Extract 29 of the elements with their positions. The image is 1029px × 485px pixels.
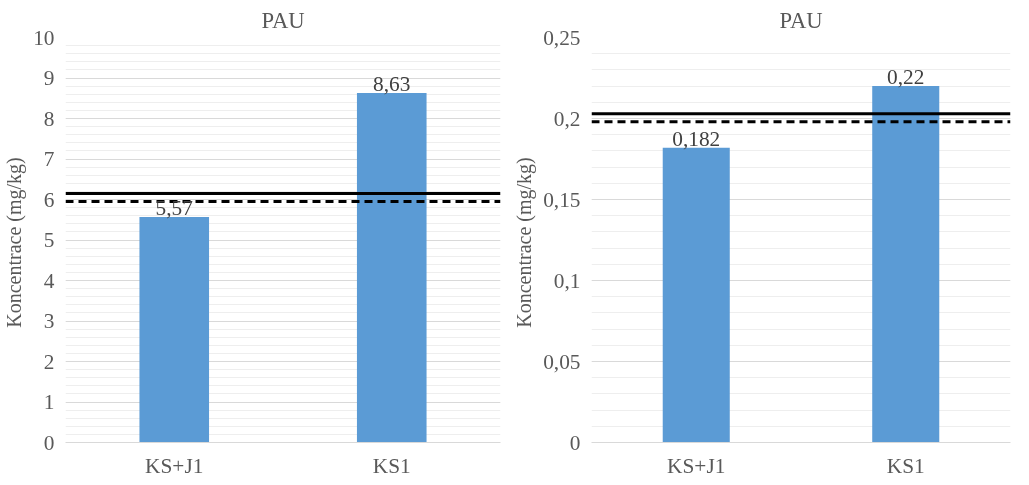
y-tick-label: 6: [43, 187, 55, 212]
y-tick-label: 10: [33, 25, 55, 50]
y-tick-label: 0,05: [543, 349, 581, 374]
y-tick-label: 0,25: [543, 25, 581, 50]
y-tick-label: 0,1: [553, 268, 581, 293]
y-tick-label: 0: [569, 430, 581, 455]
x-tick-label: KS+J1: [667, 453, 726, 478]
y-axis-title: Koncentrace (mg/kg): [513, 157, 537, 328]
y-tick-label: 0: [43, 430, 55, 455]
x-tick-label: KS1: [372, 453, 411, 478]
y-tick-label: 1: [43, 390, 55, 414]
y-tick-label: 8: [43, 106, 55, 131]
y-tick-label: 0,2: [553, 106, 581, 131]
y-tick-label: 4: [43, 268, 55, 293]
data-label: 8,63: [373, 71, 411, 96]
chart-title: PAU: [779, 7, 823, 33]
data-label: 0,182: [672, 126, 721, 151]
y-tick-label: 9: [43, 66, 55, 90]
data-label: 0,22: [887, 65, 925, 90]
y-axis-title: Koncentrace (mg/kg): [3, 157, 27, 328]
y-tick-label: 5: [43, 228, 55, 252]
x-tick-label: KS+J1: [145, 453, 204, 478]
y-tick-label: 7: [43, 147, 55, 171]
y-tick-label: 3: [43, 309, 55, 333]
data-label: 5,57: [155, 195, 194, 220]
x-tick-label: KS1: [886, 453, 925, 478]
chart-title: PAU: [261, 7, 305, 33]
y-tick-label: 2: [43, 349, 55, 374]
y-tick-label: 0,15: [543, 187, 581, 212]
